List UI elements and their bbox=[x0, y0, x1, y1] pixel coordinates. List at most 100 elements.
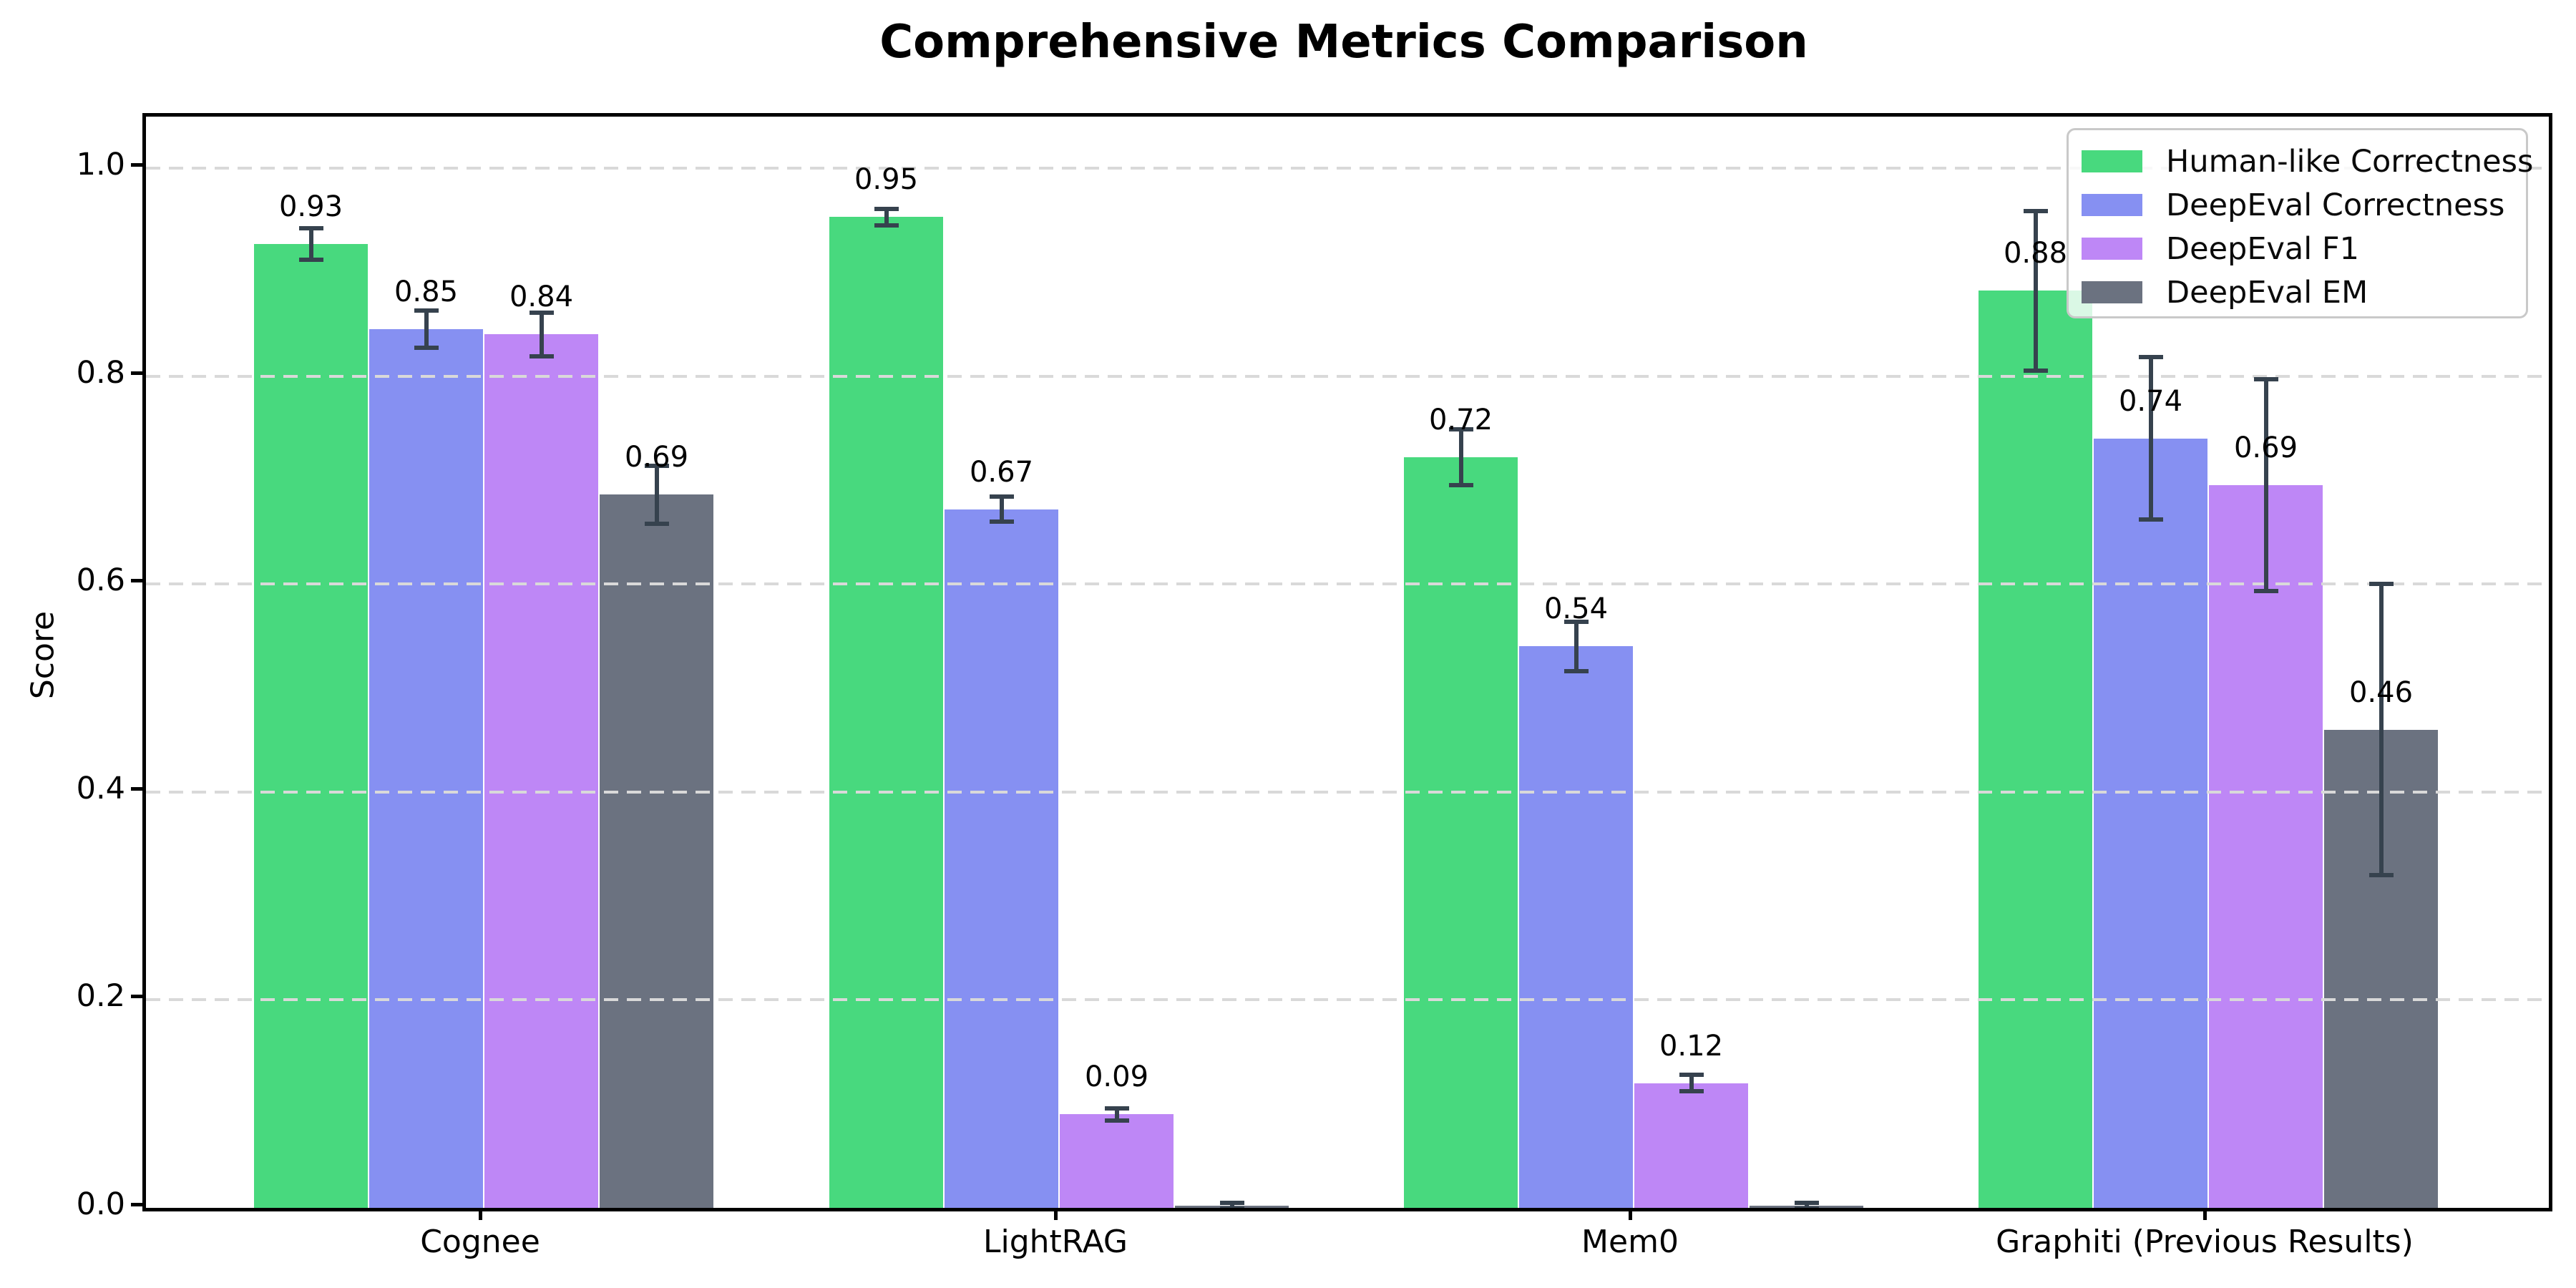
error-bar bbox=[1574, 621, 1579, 672]
value-label: 0.84 bbox=[509, 280, 574, 314]
y-tick-mark bbox=[131, 995, 142, 999]
error-bar-cap-bottom bbox=[2023, 369, 2048, 374]
x-tick-label-graphiti-previous-results-: Graphiti (Previous Results) bbox=[1996, 1224, 2414, 1260]
error-bar-cap-top bbox=[1794, 1200, 1819, 1205]
error-bar-cap-bottom bbox=[414, 346, 439, 351]
x-tick-mark bbox=[479, 1208, 482, 1220]
error-bar-cap-bottom bbox=[989, 519, 1014, 525]
value-label: 0.69 bbox=[624, 441, 689, 474]
error-bar-cap-bottom bbox=[298, 257, 323, 262]
legend-swatch bbox=[2082, 281, 2142, 303]
gridline bbox=[146, 374, 2549, 378]
x-tick-mark bbox=[1054, 1208, 1058, 1220]
error-bar-cap-top bbox=[644, 463, 669, 468]
error-bar-cap-bottom bbox=[1794, 1206, 1819, 1208]
error-bar-cap-bottom bbox=[1219, 1206, 1244, 1208]
error-bar-cap-bottom bbox=[1448, 483, 1473, 488]
error-bar-cap-top bbox=[2253, 376, 2278, 381]
error-bar-cap-bottom bbox=[644, 521, 669, 526]
value-label: 0.93 bbox=[278, 190, 343, 224]
bar-deepeval-correctness bbox=[369, 329, 483, 1208]
error-bar bbox=[308, 228, 313, 260]
error-bar-cap-bottom bbox=[1679, 1089, 1704, 1094]
x-tick-label-lightrag: LightRAG bbox=[982, 1224, 1128, 1260]
error-bar-cap-top bbox=[414, 308, 439, 313]
gridline bbox=[146, 582, 2549, 586]
value-label: 0.54 bbox=[1543, 592, 1609, 626]
legend-swatch bbox=[2082, 238, 2142, 260]
error-bar-cap-bottom bbox=[1104, 1118, 1129, 1123]
error-bar-cap-top bbox=[1563, 619, 1589, 624]
error-bar-cap-top bbox=[298, 226, 323, 231]
bar-deepeval-f1 bbox=[2209, 485, 2323, 1208]
legend-item: DeepEval F1 bbox=[2082, 227, 2526, 270]
error-bar-cap-top bbox=[1448, 426, 1473, 431]
legend-item: DeepEval Correctness bbox=[2082, 183, 2526, 227]
error-bar-cap-top bbox=[1104, 1106, 1129, 1111]
error-bar bbox=[884, 208, 889, 225]
y-tick-label: 0.8 bbox=[76, 354, 125, 391]
gridline bbox=[146, 790, 2549, 794]
y-tick-mark bbox=[131, 163, 142, 167]
legend-item: Human-like Correctness bbox=[2082, 140, 2533, 183]
y-tick-label: 0.2 bbox=[76, 978, 125, 1015]
bar-deepeval-f1 bbox=[484, 334, 598, 1208]
error-bar bbox=[1114, 1108, 1119, 1121]
legend-label: DeepEval Correctness bbox=[2166, 187, 2505, 223]
x-tick-mark bbox=[1629, 1208, 1632, 1220]
gridline bbox=[146, 167, 2549, 170]
value-label: 0.09 bbox=[1084, 1060, 1149, 1094]
error-bar bbox=[1458, 429, 1463, 486]
chart-title: Comprehensive Metrics Comparison bbox=[879, 16, 1808, 69]
bar-deepeval-em bbox=[600, 494, 713, 1208]
value-label: 0.67 bbox=[969, 455, 1034, 489]
gridline bbox=[146, 998, 2549, 1002]
value-label: 0.69 bbox=[2233, 431, 2298, 465]
legend-swatch bbox=[2082, 194, 2142, 216]
y-tick-label: 1.0 bbox=[76, 147, 125, 182]
bar-human-like-correctness bbox=[1979, 291, 2092, 1208]
y-tick-label: 0.0 bbox=[76, 1186, 125, 1222]
error-bar-cap-top bbox=[1679, 1073, 1704, 1078]
error-bar bbox=[2148, 357, 2153, 520]
error-bar bbox=[999, 497, 1004, 522]
error-bar-cap-bottom bbox=[2138, 517, 2163, 522]
error-bar-cap-top bbox=[2138, 355, 2163, 360]
y-tick-mark bbox=[131, 1203, 142, 1206]
error-bar bbox=[2033, 210, 2038, 371]
error-bar bbox=[1229, 1202, 1234, 1208]
error-bar-cap-top bbox=[989, 494, 1014, 499]
value-label: 0.46 bbox=[2348, 675, 2414, 709]
error-bar-cap-top bbox=[1219, 1200, 1244, 1205]
error-bar-cap-bottom bbox=[1563, 669, 1589, 674]
value-label: 0.95 bbox=[854, 163, 919, 197]
y-tick-label: 0.4 bbox=[76, 770, 125, 806]
value-label: 0.88 bbox=[2003, 237, 2068, 270]
error-bar-cap-bottom bbox=[2253, 589, 2278, 594]
legend-item: DeepEval EM bbox=[2082, 270, 2526, 314]
error-bar-cap-top bbox=[529, 310, 554, 315]
error-bar bbox=[1689, 1075, 1694, 1092]
y-tick-label: 0.6 bbox=[76, 562, 125, 599]
error-bar-cap-top bbox=[2023, 208, 2048, 213]
bar-deepeval-correctness bbox=[2094, 438, 2207, 1208]
legend-label: DeepEval F1 bbox=[2166, 230, 2359, 267]
x-tick-mark bbox=[2203, 1208, 2207, 1220]
x-tick-label-mem0: Mem0 bbox=[1581, 1224, 1679, 1260]
value-label: 0.72 bbox=[1428, 403, 1493, 436]
y-tick-mark bbox=[131, 579, 142, 583]
value-label: 0.12 bbox=[1659, 1029, 1724, 1063]
error-bar-cap-top bbox=[874, 206, 899, 211]
error-bar-cap-bottom bbox=[874, 223, 899, 228]
error-bar bbox=[424, 311, 429, 348]
value-label: 0.85 bbox=[394, 275, 459, 309]
y-tick-mark bbox=[131, 371, 142, 375]
value-label: 0.74 bbox=[2118, 384, 2183, 418]
error-bar-cap-bottom bbox=[529, 353, 554, 358]
bar-deepeval-correctness bbox=[1519, 646, 1633, 1208]
legend-label: Human-like Correctness bbox=[2166, 143, 2534, 180]
legend: Human-like Correctness DeepEval Correctne… bbox=[2067, 128, 2533, 318]
error-bar bbox=[1804, 1202, 1809, 1208]
bar-deepeval-f1 bbox=[1634, 1083, 1748, 1208]
